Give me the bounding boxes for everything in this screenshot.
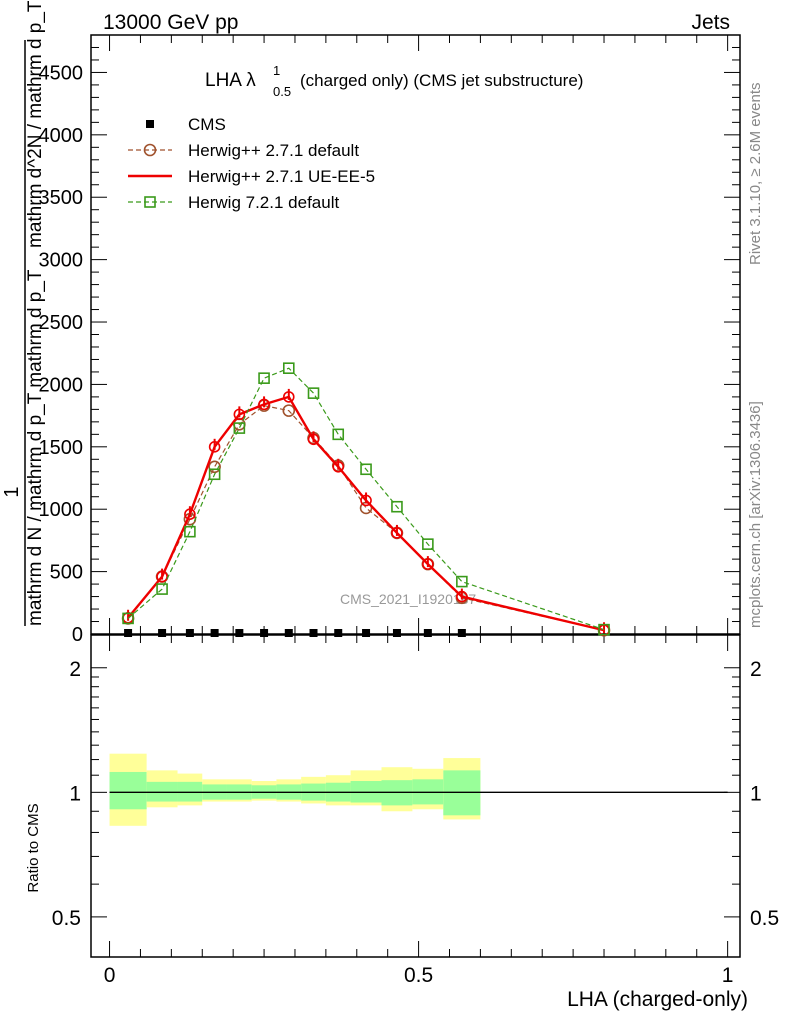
ratio-bands <box>109 753 728 826</box>
y-tick-label: 3000 <box>39 250 84 272</box>
y-axis-numerator: 1 <box>1 486 23 497</box>
ratio-y-tick-label: 2 <box>69 658 81 681</box>
ratio-y-label: Ratio to CMS <box>25 803 42 892</box>
data-point <box>282 362 295 374</box>
x-tick-label: 1 <box>722 964 734 987</box>
ratio-y-tick-label: 1 <box>69 782 81 805</box>
data-point <box>422 558 434 570</box>
series-0 <box>124 629 466 638</box>
ratio-frame <box>90 634 741 958</box>
legend: CMS Herwig++ 2.7.1 default Herwig++ 2.7.1 … <box>128 115 375 212</box>
mcplots-label: mcplots.cern.ch [arXiv:1306.3436] <box>747 401 764 628</box>
data-point <box>457 629 466 638</box>
y-axis-label: 1 mathrm d N / mathrm d p_T mathrm d p_T… <box>1 0 46 626</box>
legend-marker <box>143 143 157 157</box>
data-point <box>235 629 244 638</box>
y-tick-label: 4500 <box>39 62 84 84</box>
data-point <box>307 433 320 446</box>
legend-label: CMS <box>188 115 226 134</box>
data-point <box>422 538 434 550</box>
data-point <box>156 583 168 595</box>
x-tick-label: 0.5 <box>404 964 433 987</box>
data-point <box>184 525 196 538</box>
data-point <box>282 404 296 417</box>
data-point <box>284 629 293 638</box>
data-point <box>258 372 270 384</box>
watermark: CMS_2021_I1920187 <box>340 591 476 607</box>
y-tick-label: 500 <box>50 562 83 584</box>
data-point <box>208 460 221 474</box>
data-point <box>332 428 345 441</box>
y-tick-label: 2500 <box>39 312 84 334</box>
data-point <box>233 408 246 421</box>
plot-title-rest: (charged only) (CMS jet substructure) <box>300 71 583 90</box>
y-tick-label: 0 <box>72 624 83 646</box>
data-point <box>208 441 221 453</box>
ratio-y-tick-label-right: 1 <box>750 782 762 805</box>
header-right: Jets <box>691 11 730 34</box>
x-tick-label: 0 <box>104 964 116 987</box>
plot-title-sub: 0.5 <box>273 84 291 99</box>
x-axis-label: LHA (charged-only) <box>567 988 748 1011</box>
data-point <box>307 387 320 399</box>
data-point <box>598 623 610 636</box>
header-left: 13000 GeV pp <box>103 11 238 34</box>
y-tick-label: 1500 <box>39 437 84 459</box>
plot-title-main: LHA λ <box>205 70 256 91</box>
data-point <box>332 460 345 473</box>
data-point <box>185 629 194 638</box>
y-tick-label: 2000 <box>39 374 84 396</box>
data-point <box>282 391 295 403</box>
data-point <box>360 463 372 476</box>
data-point <box>334 629 343 638</box>
plot-title: LHA λ <box>205 70 256 91</box>
data-point <box>309 629 318 638</box>
data-point <box>392 629 401 638</box>
main-series <box>121 362 611 638</box>
data-point <box>423 629 432 638</box>
y-tick-label: 3500 <box>39 187 84 209</box>
series-3 <box>122 362 610 636</box>
data-point <box>456 590 468 603</box>
data-point <box>258 398 270 411</box>
data-point <box>260 629 269 638</box>
data-point <box>184 508 196 521</box>
series-line <box>127 367 605 631</box>
data-point <box>456 575 468 588</box>
legend-label: Herwig++ 2.7.1 default <box>188 141 359 160</box>
data-point <box>391 500 403 513</box>
series-line <box>127 395 605 632</box>
legend-label: Herwig++ 2.7.1 UE-EE-5 <box>188 167 375 186</box>
data-point <box>233 422 246 434</box>
ratio-y-tick-label-right: 0.5 <box>750 907 779 930</box>
y-axis-label-line2: mathrm d^2N / mathrm d p_T mathrm d lamb… <box>25 0 46 248</box>
rivet-label: Rivet 3.1.10, ≥ 2.6M events <box>747 83 764 266</box>
plot-title-sup: 1 <box>273 63 280 78</box>
ratio-y-tick-label: 0.5 <box>52 907 81 930</box>
data-point <box>362 629 371 638</box>
legend-marker <box>144 196 156 208</box>
data-point <box>208 468 221 481</box>
data-point <box>122 612 134 625</box>
data-point <box>360 494 372 507</box>
ratio-y-tick-label-right: 2 <box>750 658 762 681</box>
y-tick-label: 1000 <box>39 499 84 521</box>
data-point <box>124 629 133 638</box>
legend-label: Herwig 7.2.1 default <box>188 193 339 212</box>
data-point <box>391 527 403 539</box>
data-point <box>210 629 219 638</box>
data-point <box>156 570 168 583</box>
ratio-panel: 0.5 0.5 1 1 2 2 0 0.5 1 <box>52 634 779 987</box>
y-axis-label-line1: mathrm d N / mathrm d p_T mathrm d p_T <box>25 269 46 626</box>
y-tick-label: 4000 <box>39 125 84 147</box>
legend-marker <box>146 120 154 128</box>
band-inner <box>109 771 147 810</box>
main-panel: 0 500 1000 1500 2000 2500 3000 3500 4000 4500 <box>39 34 741 646</box>
data-point <box>158 629 167 638</box>
